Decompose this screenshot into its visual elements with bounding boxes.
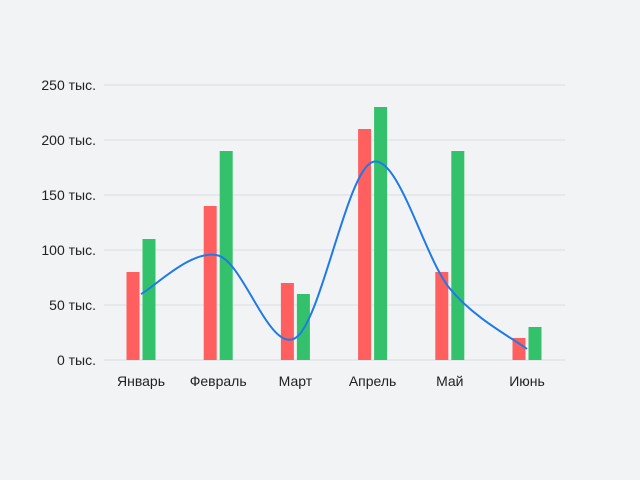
x-axis-ticks: Январь Февраль Март Апрель Май Июнь xyxy=(117,373,545,389)
x-tick-label: Февраль xyxy=(190,373,247,389)
bar-series-1-Февраль xyxy=(203,206,217,360)
bar-series-1-Май xyxy=(435,272,449,360)
y-tick-label: 100 тыс. xyxy=(41,242,96,258)
bar-series-2-Апрель xyxy=(374,107,388,360)
x-tick-label: Апрель xyxy=(349,373,397,389)
y-tick-label: 150 тыс. xyxy=(41,187,96,203)
x-tick-label: Январь xyxy=(117,373,165,389)
y-tick-label: 0 тыс. xyxy=(57,352,96,368)
bar-series xyxy=(126,107,542,360)
bar-series-1-Март xyxy=(280,283,294,360)
bar-series-1-Январь xyxy=(126,272,140,360)
y-tick-label: 250 тыс. xyxy=(41,77,96,93)
line-series-1 xyxy=(140,160,528,350)
bar-series-2-Июнь xyxy=(528,327,542,360)
y-tick-label: 200 тыс. xyxy=(41,132,96,148)
bar-series-2-Январь xyxy=(142,239,156,360)
x-tick-label: Март xyxy=(279,373,313,389)
gridlines xyxy=(104,84,565,361)
bar-series-1-Июнь xyxy=(512,338,526,360)
bar-series-2-Февраль xyxy=(219,151,233,360)
bar-series-2-Май xyxy=(451,151,465,360)
bar-series-1-Апрель xyxy=(358,129,372,360)
line-series xyxy=(140,160,528,350)
x-tick-label: Май xyxy=(436,373,463,389)
x-tick-label: Июнь xyxy=(509,373,545,389)
bar-series-2-Март xyxy=(296,294,310,360)
y-tick-label: 50 тыс. xyxy=(49,297,96,313)
y-axis-ticks: 0 тыс. 50 тыс. 100 тыс. 150 тыс. 200 тыс. 250… xyxy=(41,77,96,368)
